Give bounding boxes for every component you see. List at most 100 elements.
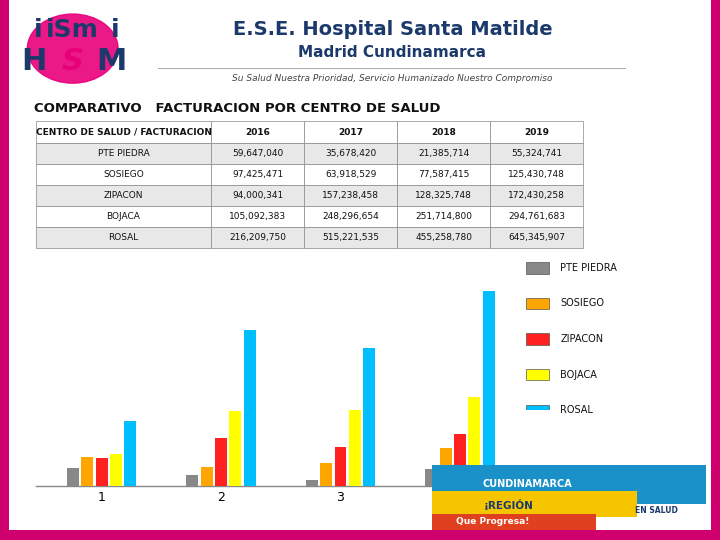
Text: 63,918,529: 63,918,529 — [325, 170, 377, 179]
Bar — [468, 397, 480, 486]
Bar — [36, 164, 211, 185]
Text: 128,325,748: 128,325,748 — [415, 191, 472, 200]
Text: 645,345,907: 645,345,907 — [508, 233, 565, 242]
Text: 172,430,258: 172,430,258 — [508, 191, 565, 200]
Bar — [490, 206, 583, 227]
Bar — [454, 434, 466, 486]
Bar — [482, 291, 495, 486]
Bar — [211, 227, 304, 248]
Bar — [440, 448, 451, 486]
Bar — [211, 122, 304, 143]
Text: ¡REGIÓN: ¡REGIÓN — [484, 500, 534, 511]
Bar — [397, 122, 490, 143]
Text: 105,092,383: 105,092,383 — [229, 212, 286, 221]
Text: SOSIEGO: SOSIEGO — [103, 170, 144, 179]
Bar — [36, 206, 211, 227]
Bar — [490, 185, 583, 206]
Bar — [304, 143, 397, 164]
Text: 248,296,654: 248,296,654 — [323, 212, 379, 221]
Text: 455,258,780: 455,258,780 — [415, 233, 472, 242]
Bar — [526, 405, 549, 416]
Text: 2018: 2018 — [431, 127, 456, 137]
Bar — [320, 463, 332, 486]
Bar — [211, 143, 304, 164]
Text: H: H — [21, 47, 47, 76]
Text: 94,000,341: 94,000,341 — [232, 191, 283, 200]
Bar — [36, 227, 211, 248]
Text: CENTRO DE SALUD / FACTURACION: CENTRO DE SALUD / FACTURACION — [35, 127, 212, 137]
Text: PTE PIEDRA: PTE PIEDRA — [98, 148, 150, 158]
Bar — [526, 333, 549, 345]
Text: 251,714,800: 251,714,800 — [415, 212, 472, 221]
Text: COMPARATIVO   FACTURACION POR CENTRO DE SALUD: COMPARATIVO FACTURACION POR CENTRO DE SA… — [35, 102, 441, 114]
Text: ROSAL: ROSAL — [109, 233, 139, 242]
Text: CUNDINAMARCA: CUNDINAMARCA — [483, 478, 572, 489]
Text: S: S — [62, 47, 84, 76]
Bar — [490, 122, 583, 143]
Bar — [244, 330, 256, 486]
Text: EN SALUD: EN SALUD — [635, 507, 678, 515]
Text: 157,238,458: 157,238,458 — [322, 191, 379, 200]
Bar — [349, 410, 361, 486]
Text: 35,678,420: 35,678,420 — [325, 148, 377, 158]
Bar — [215, 438, 227, 486]
Bar — [81, 456, 94, 486]
Bar — [211, 164, 304, 185]
Text: iSm: iSm — [46, 18, 99, 42]
Bar — [397, 227, 490, 248]
Bar — [110, 454, 122, 486]
Text: ROSAL: ROSAL — [560, 406, 593, 415]
Text: SOSIEGO: SOSIEGO — [560, 299, 605, 308]
Text: i: i — [33, 18, 42, 42]
Bar — [397, 164, 490, 185]
Bar — [304, 227, 397, 248]
Bar — [432, 465, 706, 504]
Bar — [201, 467, 212, 486]
Text: BOJACA: BOJACA — [560, 370, 598, 380]
Bar — [230, 411, 241, 486]
Text: ZIPACON: ZIPACON — [104, 191, 143, 200]
Text: Madrid Cundinamarca: Madrid Cundinamarca — [298, 45, 487, 60]
Text: M: M — [96, 47, 127, 76]
Bar — [397, 143, 490, 164]
Bar — [96, 457, 108, 486]
Bar — [526, 369, 549, 380]
Bar — [304, 206, 397, 227]
Text: ZIPACON: ZIPACON — [560, 334, 603, 344]
Bar — [211, 206, 304, 227]
Bar — [490, 164, 583, 185]
Text: Su Salud Nuestra Prioridad, Servicio Humanizado Nuestro Compromiso: Su Salud Nuestra Prioridad, Servicio Hum… — [232, 75, 553, 83]
Text: 21,385,714: 21,385,714 — [418, 148, 469, 158]
Bar — [304, 185, 397, 206]
Bar — [304, 122, 397, 143]
Text: i: i — [111, 18, 120, 42]
Text: 2017: 2017 — [338, 127, 363, 137]
Text: 294,761,683: 294,761,683 — [508, 212, 565, 221]
Text: 55,324,741: 55,324,741 — [511, 148, 562, 158]
Bar — [306, 480, 318, 486]
Bar — [363, 348, 375, 486]
Text: 125,430,748: 125,430,748 — [508, 170, 565, 179]
Bar — [490, 227, 583, 248]
Bar — [36, 143, 211, 164]
Bar — [397, 185, 490, 206]
Bar — [432, 514, 596, 530]
Ellipse shape — [27, 14, 118, 83]
Text: 77,587,415: 77,587,415 — [418, 170, 469, 179]
Bar — [36, 185, 211, 206]
Bar — [186, 475, 199, 486]
Text: 2019: 2019 — [524, 127, 549, 137]
Text: Que Progresa!: Que Progresa! — [456, 517, 529, 526]
Bar — [526, 262, 549, 273]
Bar — [335, 447, 346, 486]
Bar — [304, 164, 397, 185]
Bar — [397, 206, 490, 227]
Text: 2016: 2016 — [246, 127, 270, 137]
Text: BOJACA: BOJACA — [107, 212, 140, 221]
Text: E.S.E. Hospital Santa Matilde: E.S.E. Hospital Santa Matilde — [233, 20, 552, 39]
Text: 59,647,040: 59,647,040 — [232, 148, 283, 158]
Text: 515,221,535: 515,221,535 — [322, 233, 379, 242]
Text: 216,209,750: 216,209,750 — [229, 233, 286, 242]
Bar — [67, 468, 79, 486]
Bar — [426, 469, 437, 486]
